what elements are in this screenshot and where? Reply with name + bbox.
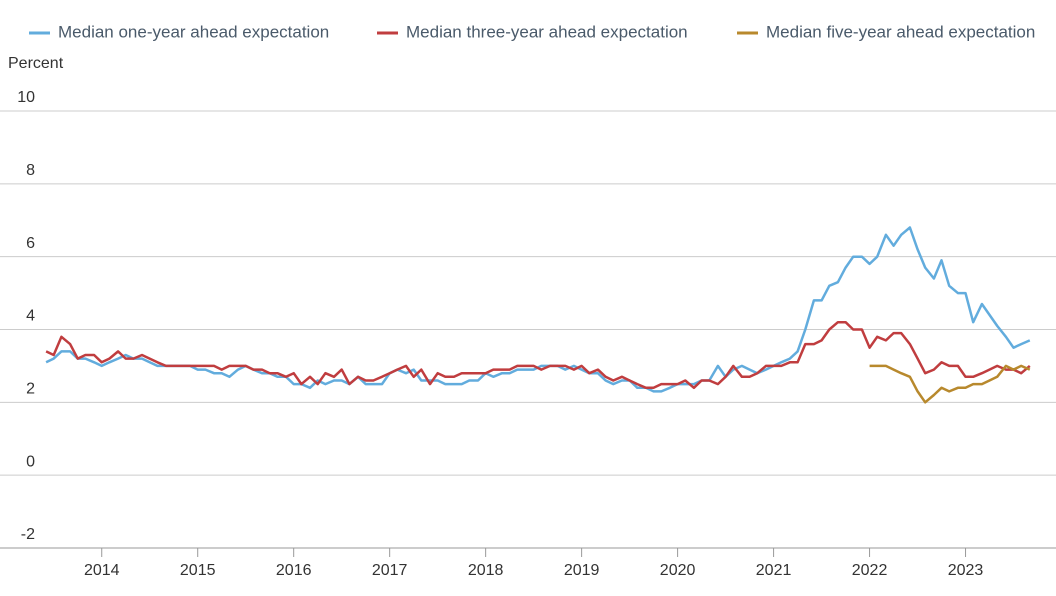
series-line xyxy=(45,320,1031,390)
y-tick-label: 6 xyxy=(26,235,35,252)
series-line xyxy=(869,364,1031,404)
x-tick-label: 2017 xyxy=(372,562,408,579)
x-tick-label: 2020 xyxy=(660,562,696,579)
y-tick-label: 10 xyxy=(17,89,35,106)
y-tick-label: 4 xyxy=(26,308,35,325)
x-tick-label: 2016 xyxy=(276,562,312,579)
legend-label: Median five-year ahead expectation xyxy=(766,22,1035,41)
x-tick-label: 2018 xyxy=(468,562,504,579)
x-tick-label: 2014 xyxy=(84,562,120,579)
legend-label: Median one-year ahead expectation xyxy=(58,22,329,41)
y-tick-label: 8 xyxy=(26,162,35,179)
y-tick-label: 0 xyxy=(26,453,35,470)
x-tick-label: 2022 xyxy=(852,562,888,579)
x-tick-label: 2015 xyxy=(180,562,216,579)
legend-label: Median three-year ahead expectation xyxy=(406,22,688,41)
x-tick-label: 2019 xyxy=(564,562,600,579)
y-tick-label: -2 xyxy=(21,526,35,543)
y-tick-label: 2 xyxy=(26,381,35,398)
x-tick-label: 2021 xyxy=(756,562,792,579)
x-tick-label: 2023 xyxy=(948,562,984,579)
y-axis-label: Percent xyxy=(8,55,64,72)
